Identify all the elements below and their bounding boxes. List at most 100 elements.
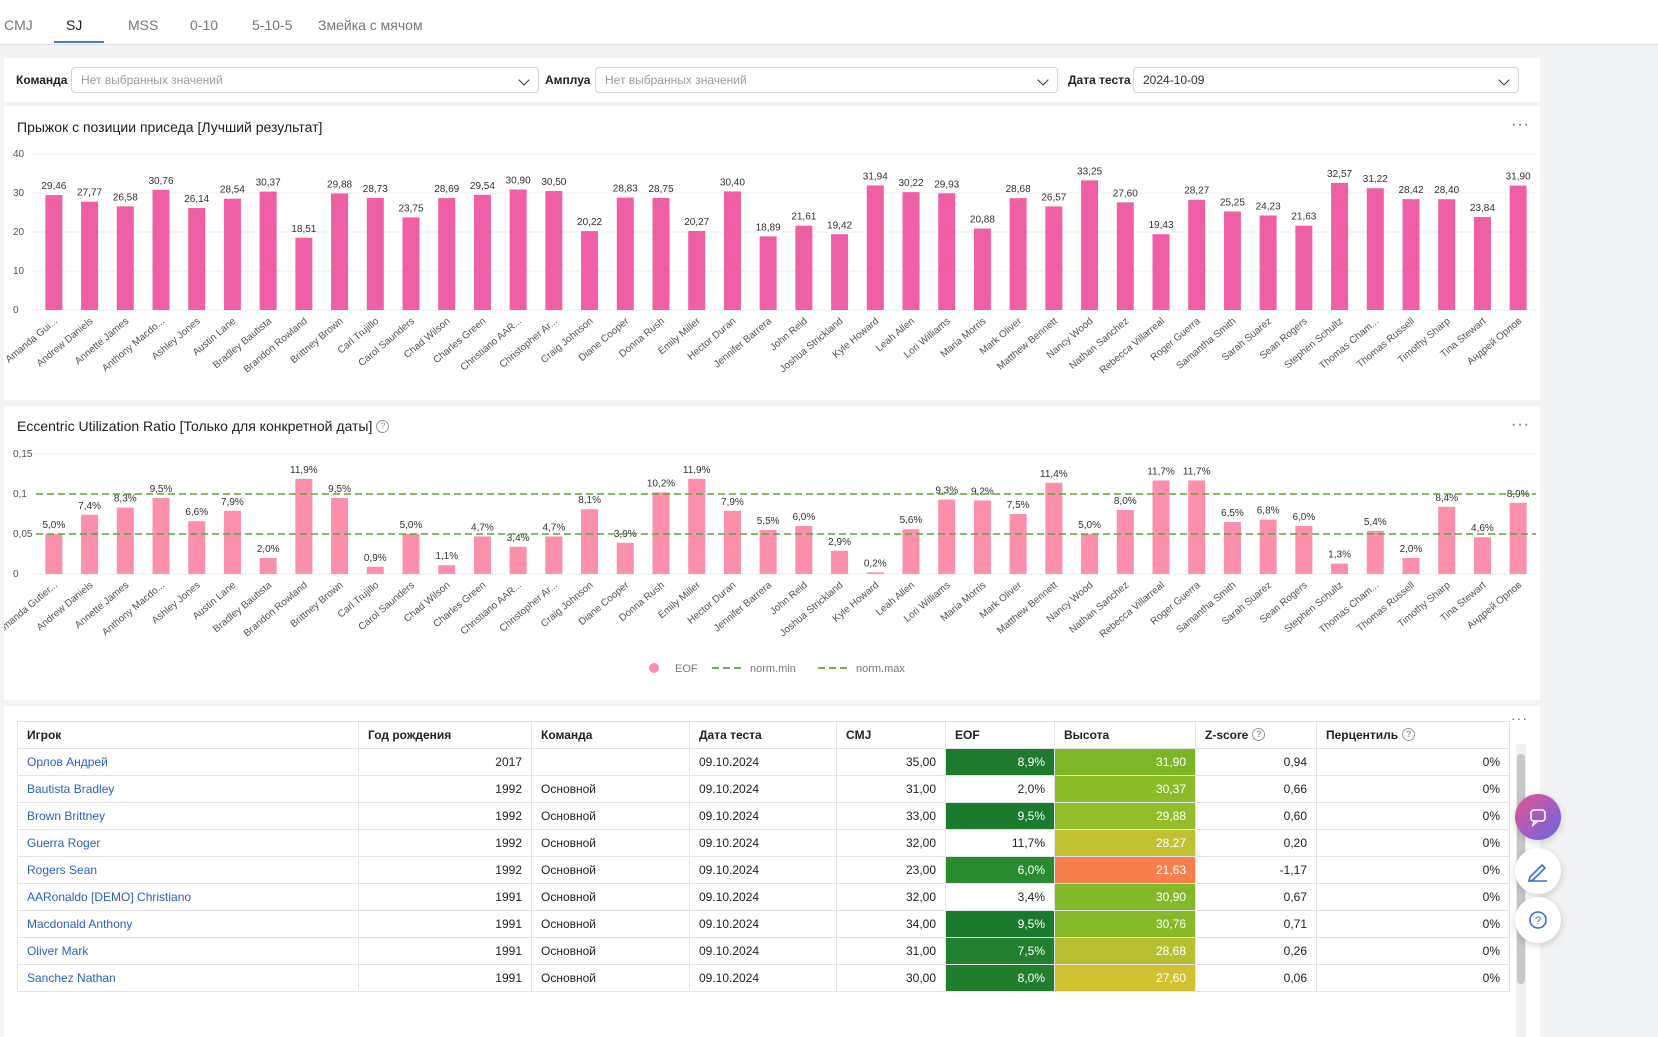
col-team[interactable]: Команда [531,721,690,749]
cell-team: Основной [531,856,690,884]
cell-eof: 11,7% [945,829,1055,857]
cell-player[interactable]: Bautista Bradley [17,775,359,803]
data-label: 4,7% [471,522,494,533]
data-label: 8,3% [114,494,137,505]
chart-legend: EOF norm.min norm.max [649,663,905,675]
col-zscore[interactable]: Z-score? [1195,721,1317,749]
bar [1295,225,1313,310]
y-tick-label: 20 [13,227,25,238]
bar [973,500,991,574]
col-birth-year[interactable]: Год рождения [358,721,532,749]
question-icon[interactable]: ? [1402,728,1416,741]
tab-5-10-5[interactable]: 5-10-5 [252,17,293,33]
date-select[interactable]: 2024-10-09 [1133,67,1519,93]
col-player[interactable]: Игрок [17,721,359,749]
table-row[interactable]: Sanchez Nathan 1991 Основной 09.10.2024 30,0… [17,964,1510,992]
cell-zscore: 0,67 [1195,883,1317,911]
question-icon[interactable]: ? [1252,728,1266,741]
tab-sj[interactable]: SJ [66,17,83,33]
chart1-menu-icon[interactable]: ··· [1511,116,1530,133]
cell-player[interactable]: Rogers Sean [17,856,359,884]
cell-zscore: -1,17 [1195,856,1317,884]
tab-cmj[interactable]: CMJ [4,17,33,33]
col-percentile[interactable]: Перцентиль? [1316,721,1510,749]
player-link[interactable]: Sanchez Nathan [27,971,116,985]
cell-percentile: 0% [1316,856,1510,884]
x-tick-label: Matthew Bennett [995,580,1060,637]
bar [795,526,813,574]
table-row[interactable]: Bautista Bradley 1992 Основной 09.10.2024 31… [17,775,1510,803]
player-link[interactable]: Oliver Mark [27,944,89,958]
data-label: 30,40 [720,177,745,188]
table-row[interactable]: Brown Brittney 1992 Основной 09.10.2024 33,0… [17,802,1510,830]
x-tick-label: Christiano AAR... [459,316,524,373]
data-label: 19,43 [1148,220,1173,231]
table-row[interactable]: Rogers Sean 1992 Основной 09.10.2024 23,00 6,… [17,856,1510,884]
player-link[interactable]: AARonaldo [DEMO] Christiano [27,890,192,904]
data-label: 11,4% [1040,469,1068,480]
table-row[interactable]: AARonaldo [DEMO] Christiano 1991 Основной 0… [17,883,1510,911]
col-cmj[interactable]: CMJ [836,721,946,749]
role-select[interactable]: Нет выбранных значений [595,67,1058,93]
team-select[interactable]: Нет выбранных значений [71,67,539,93]
data-label: 6,5% [1221,508,1244,519]
player-link[interactable]: Rogers Sean [27,863,98,877]
cell-birth-year: 1991 [358,937,532,965]
player-link[interactable]: Орлов Андрей [27,755,108,769]
eur-chart-panel: Eccentric Utilization Ratio [Только для … [4,406,1540,700]
bar [866,185,884,310]
data-label: 30,90 [506,175,531,186]
cell-team: Основной [531,775,690,803]
cell-cmj: 30,00 [836,964,946,992]
cell-player[interactable]: Guerra Roger [17,829,359,857]
cell-eof: 6,0% [945,856,1055,884]
cell-player[interactable]: Sanchez Nathan [17,964,359,992]
edit-button[interactable] [1515,848,1561,894]
cell-player[interactable]: Oliver Mark [17,937,359,965]
bar [366,566,384,574]
tab-0-10[interactable]: 0-10 [190,17,219,33]
player-link[interactable]: Guerra Roger [27,836,101,850]
table-menu-icon[interactable]: ··· [1511,710,1528,726]
data-label: 9,5% [328,484,351,495]
table-row[interactable]: Guerra Roger 1992 Основной 09.10.2024 32,00 1… [17,829,1510,857]
help-button[interactable]: ? [1515,897,1561,943]
player-link[interactable]: Bautista Bradley [27,782,115,796]
bar [1045,206,1063,310]
cell-player[interactable]: Macdonald Anthony [17,910,359,938]
cell-player[interactable]: Орлов Андрей [17,748,359,776]
chat-button[interactable] [1515,794,1561,840]
cell-eof: 8,0% [945,964,1055,992]
player-link[interactable]: Brown Brittney [27,809,106,823]
data-label: 28,40 [1434,185,1459,196]
x-tick-label: Anthony Macdo... [100,316,167,374]
tab-mss[interactable]: MSS [128,17,159,33]
data-label: 23,75 [398,203,423,214]
date-filter-label: Дата теста [1068,73,1131,87]
question-icon[interactable]: ? [376,420,390,433]
bar [1223,211,1241,310]
col-eof[interactable]: EOF [945,721,1055,749]
cell-birth-year: 1992 [358,775,532,803]
data-label: 0,2% [864,558,887,569]
player-link[interactable]: Macdonald Anthony [27,917,133,931]
data-label: 6,8% [1257,506,1280,517]
chart2-menu-icon[interactable]: ··· [1511,416,1530,433]
data-label: 7,4% [78,501,101,512]
col-test-date[interactable]: Дата теста [689,721,837,749]
cell-team: Основной [531,802,690,830]
bar [1259,519,1277,574]
table-row[interactable]: Macdonald Anthony 1991 Основной 09.10.2024 3… [17,910,1510,938]
pen-icon [1527,863,1547,883]
table-row[interactable]: Oliver Mark 1991 Основной 09.10.2024 31,00 7,… [17,937,1510,965]
table-row[interactable]: Орлов Андрей 2017 09.10.2024 35,00 8,9% 31,90… [17,748,1510,776]
cell-player[interactable]: AARonaldo [DEMO] Christiano [17,883,359,911]
data-label: 5,0% [42,520,65,531]
bar [152,190,170,310]
col-height[interactable]: Высота [1054,721,1196,749]
cell-zscore: 0,60 [1195,802,1317,830]
data-label: 1,3% [1328,550,1351,561]
cell-player[interactable]: Brown Brittney [17,802,359,830]
bar [759,530,777,574]
tab-snake-ball[interactable]: Змейка с мячом [318,17,423,33]
